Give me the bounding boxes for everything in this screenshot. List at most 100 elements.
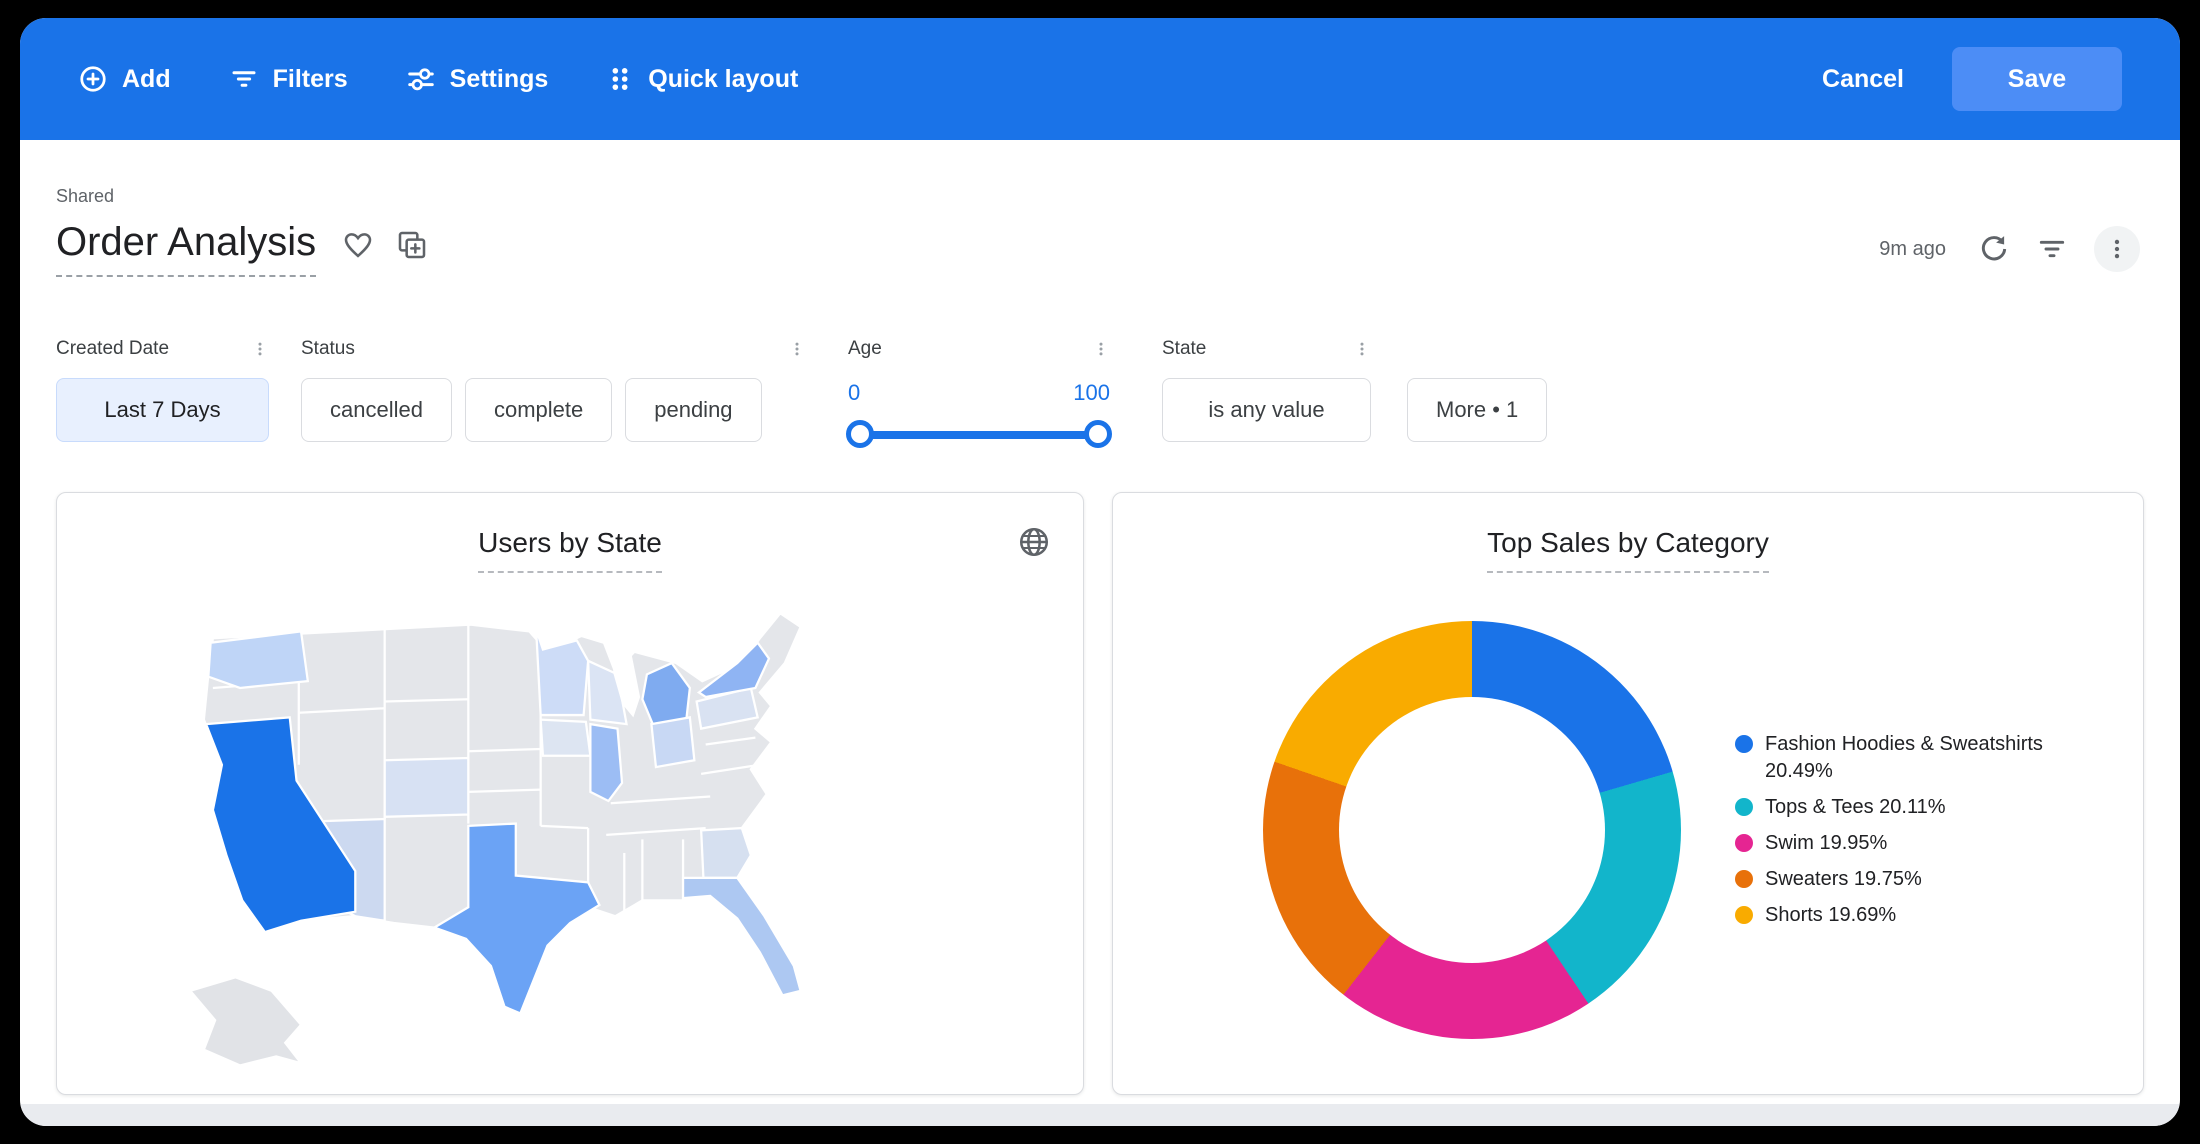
filter-label: Age <box>848 338 882 359</box>
status-chip-complete[interactable]: complete <box>464 378 613 442</box>
filter-head: Age <box>848 330 1110 368</box>
add-to-board-icon[interactable] <box>396 229 428 261</box>
legend-dot <box>1735 906 1753 924</box>
filter-controls: Last 7 Days <box>56 378 269 442</box>
filter-options-icon[interactable] <box>788 340 806 358</box>
settings-label: Settings <box>449 64 549 93</box>
filter-controls: cancelled complete pending <box>301 378 806 442</box>
map-state-wa[interactable] <box>207 630 310 690</box>
more-menu-button[interactable] <box>2094 226 2140 272</box>
page-title[interactable]: Order Analysis <box>56 220 317 277</box>
settings-button[interactable]: Settings <box>406 64 549 94</box>
add-button[interactable]: Add <box>78 64 171 94</box>
filter-status: Status cancelled complete pending <box>301 330 806 442</box>
donut-chart[interactable] <box>1263 621 1681 1039</box>
filter-age: Age 0 100 <box>846 330 1112 450</box>
dashboard-filters-icon[interactable] <box>2036 233 2068 265</box>
legend-dot <box>1735 735 1753 753</box>
age-range-slider[interactable] <box>846 420 1112 450</box>
quick-layout-label: Quick layout <box>648 64 799 93</box>
legend-dot <box>1735 870 1753 888</box>
edit-toolbar: Add Filters Settings <box>20 18 2180 140</box>
legend-item[interactable]: Shorts 19.69% <box>1735 902 2107 929</box>
filter-head <box>1407 330 1547 368</box>
donut-hole <box>1339 697 1605 963</box>
tile-title-wrap: Top Sales by Category <box>1113 527 2143 573</box>
us-choropleth-map[interactable] <box>121 593 1001 1079</box>
map-state-ga[interactable] <box>699 826 753 879</box>
slider-handle-min[interactable] <box>846 420 874 448</box>
map-state-ia[interactable] <box>539 718 592 757</box>
filter-bar: Created Date Last 7 Days Status cancelle… <box>56 330 1548 450</box>
legend-item[interactable]: Fashion Hoodies & Sweatshirts 20.49% <box>1735 731 2107 785</box>
legend-dot <box>1735 834 1753 852</box>
tile-top-sales-by-category: Top Sales by Category Fashion Hoodies & … <box>1112 492 2144 1095</box>
tile-title[interactable]: Top Sales by Category <box>1487 527 1769 573</box>
filter-options-icon[interactable] <box>1353 340 1371 358</box>
slider-handle-max[interactable] <box>1084 420 1112 448</box>
shaded-states <box>188 628 803 1067</box>
map-state-tx[interactable] <box>431 822 601 1015</box>
legend-label: Fashion Hoodies & Sweatshirts 20.49% <box>1765 733 2043 782</box>
slider-track[interactable] <box>854 431 1104 439</box>
filter-head: State <box>1162 330 1371 368</box>
map-state-co[interactable] <box>383 756 470 818</box>
tile-title-wrap: Users by State <box>57 527 1083 573</box>
filter-list-icon <box>232 71 256 87</box>
status-chip-pending[interactable]: pending <box>625 378 762 442</box>
cancel-button[interactable]: Cancel <box>1822 64 1904 93</box>
age-max-value: 100 <box>1073 380 1110 405</box>
globe-button[interactable] <box>1017 525 1051 564</box>
legend-label: Sweaters 19.75% <box>1765 868 1922 890</box>
legend-label: Shorts 19.69% <box>1765 904 1897 926</box>
filter-state: State is any value <box>1162 330 1371 442</box>
tune-icon <box>407 68 434 91</box>
add-label: Add <box>122 64 171 93</box>
map-state-il[interactable] <box>589 722 624 803</box>
legend-item[interactable]: Sweaters 19.75% <box>1735 866 2107 893</box>
map-state-fl[interactable] <box>681 876 803 997</box>
filter-head: Created Date <box>56 330 269 368</box>
legend-label: Tops & Tees 20.11% <box>1765 796 1946 818</box>
map-state-ny[interactable] <box>696 640 771 699</box>
add-circle-icon <box>80 66 106 92</box>
refresh-icon[interactable] <box>1978 233 2010 265</box>
filter-label: Created Date <box>56 338 170 359</box>
more-filters-chip[interactable]: More • 1 <box>1407 378 1548 442</box>
filter-controls: More • 1 <box>1407 378 1548 442</box>
lake-michigan <box>612 651 641 718</box>
legend-item[interactable]: Tops & Tees 20.11% <box>1735 794 2107 821</box>
status-chip-cancelled[interactable]: cancelled <box>301 378 452 442</box>
filter-controls: is any value <box>1162 378 1371 442</box>
filter-created-date: Created Date Last 7 Days <box>56 330 269 442</box>
more-vert-icon <box>2114 239 2120 259</box>
legend-item[interactable]: Swim 19.95% <box>1735 830 2107 857</box>
map-state-oh[interactable] <box>650 716 696 769</box>
filter-options-icon[interactable] <box>251 340 269 358</box>
filter-label: State <box>1162 338 1207 359</box>
map-state-ca[interactable] <box>204 716 357 934</box>
legend-label: Swim 19.95% <box>1765 832 1888 854</box>
donut-legend: Fashion Hoodies & Sweatshirts 20.49% Tops… <box>1735 731 2107 938</box>
filters-button[interactable]: Filters <box>229 64 348 94</box>
created-date-chip[interactable]: Last 7 Days <box>56 378 269 442</box>
state-chip[interactable]: is any value <box>1162 378 1371 442</box>
header-actions: 9m ago <box>1879 226 2140 272</box>
save-button[interactable]: Save <box>1952 47 2122 111</box>
age-range-values: 0 100 <box>848 380 1110 406</box>
filter-more: More • 1 <box>1407 330 1548 442</box>
filter-head: Status <box>301 330 806 368</box>
favorite-heart-icon[interactable] <box>342 229 374 261</box>
globe-icon <box>1019 527 1049 557</box>
map-state-ak[interactable] <box>188 976 305 1067</box>
breadcrumb[interactable]: Shared <box>56 186 115 206</box>
last-updated: 9m ago <box>1879 237 1946 260</box>
quick-layout-button[interactable]: Quick layout <box>606 65 798 94</box>
filter-options-icon[interactable] <box>1092 340 1110 358</box>
tile-users-by-state: Users by State <box>56 492 1084 1095</box>
age-min-value: 0 <box>848 380 861 405</box>
bottom-strip <box>20 1104 2180 1126</box>
tile-title[interactable]: Users by State <box>478 527 662 573</box>
title-row: Order Analysis <box>56 220 428 277</box>
filter-label: Status <box>301 338 355 359</box>
